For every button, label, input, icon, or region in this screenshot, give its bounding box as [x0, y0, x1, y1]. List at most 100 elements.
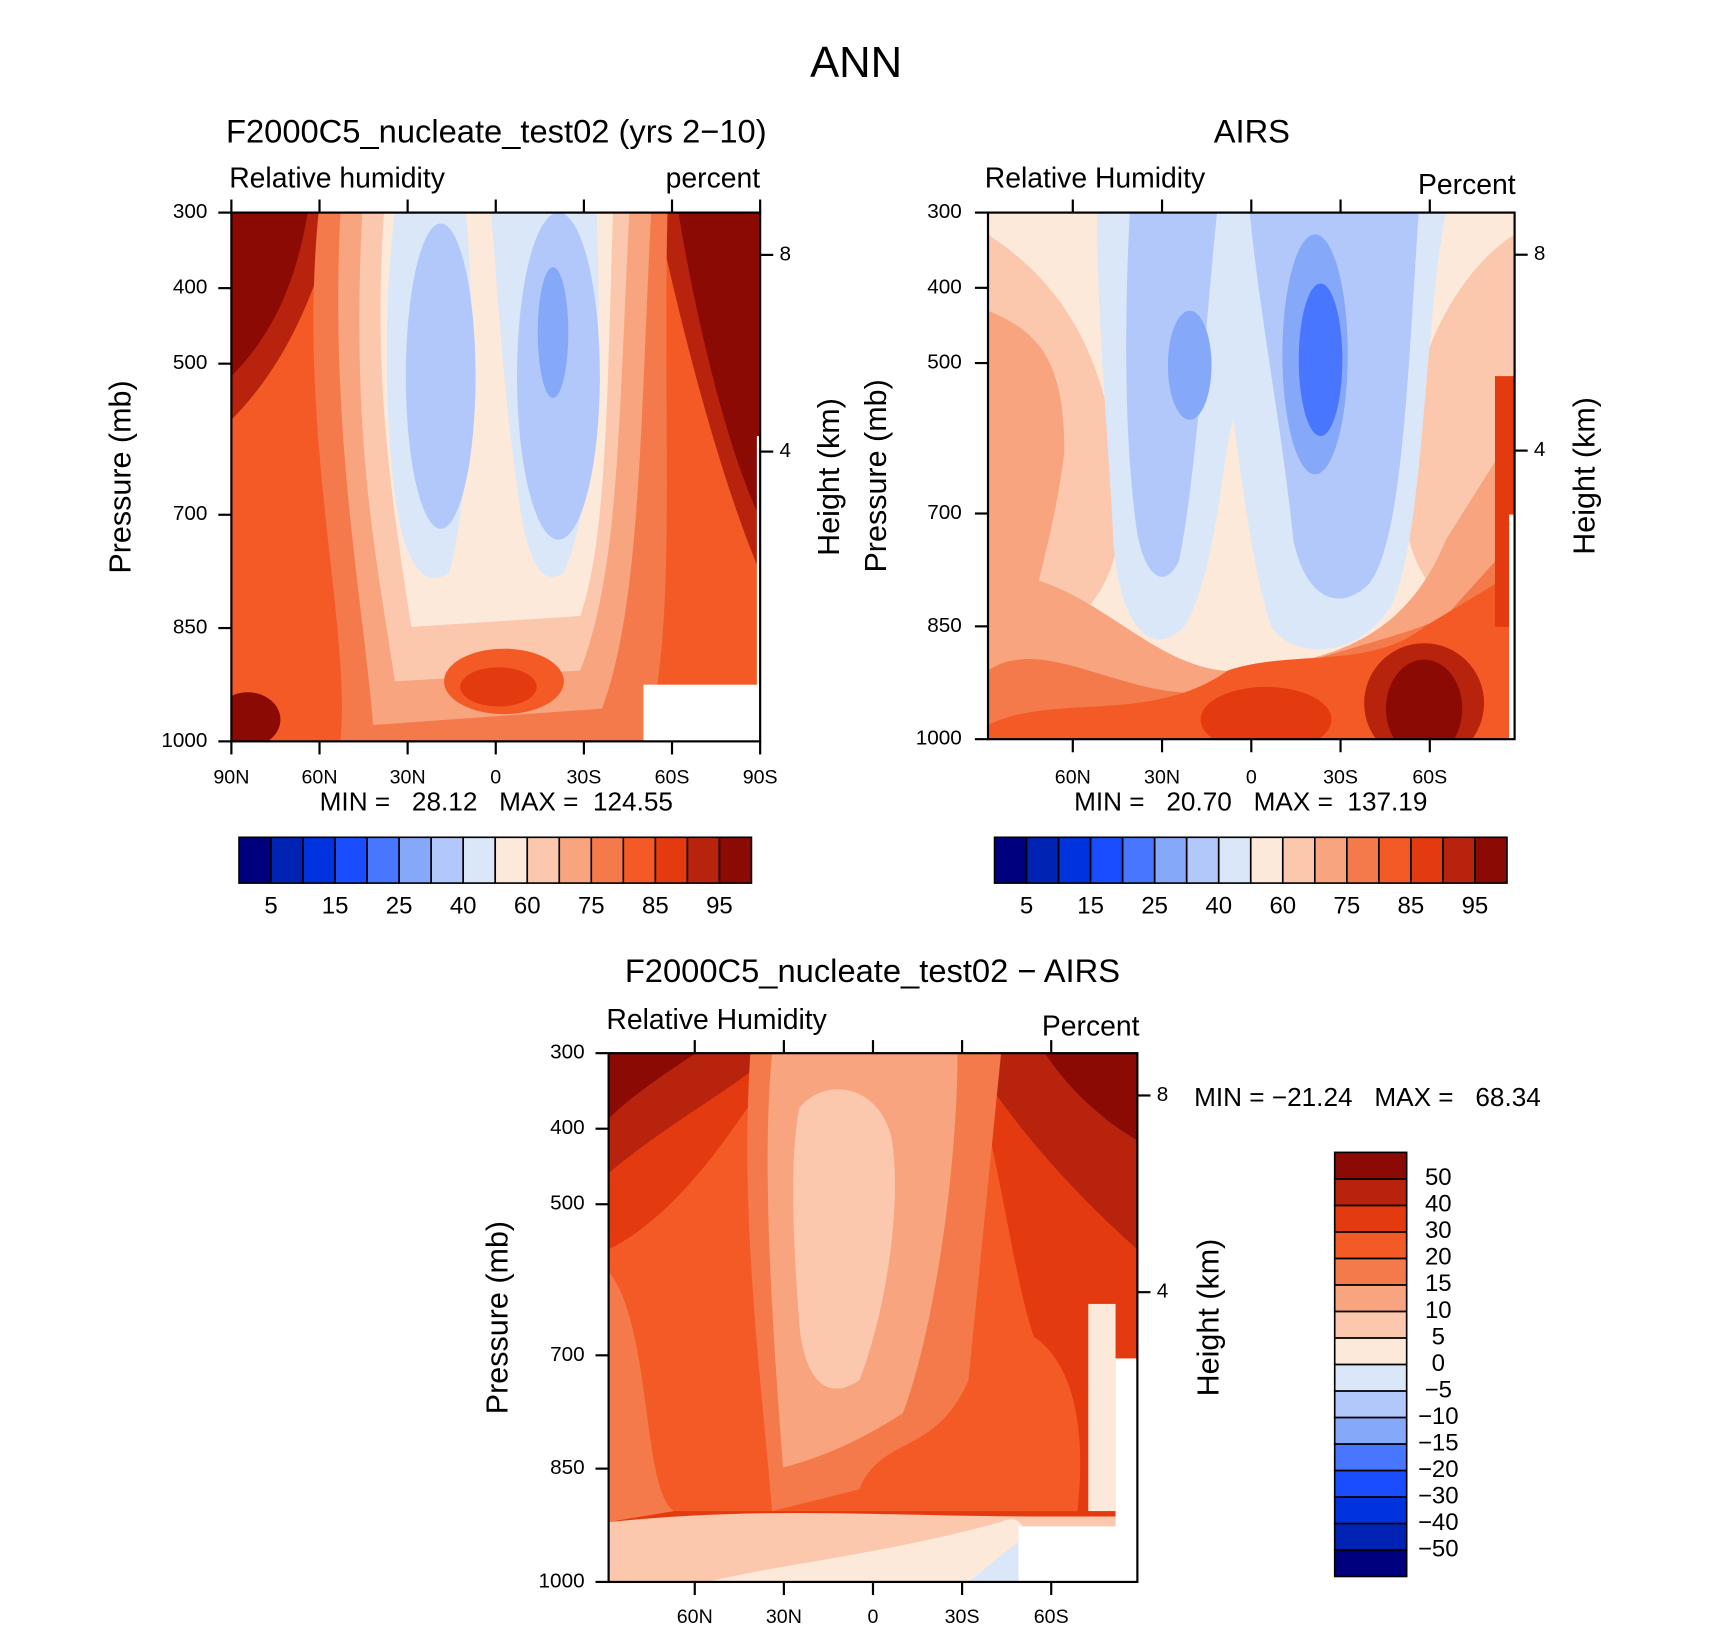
contour-field [988, 212, 1515, 740]
colorbar-cell [1121, 836, 1156, 884]
contour-fill [643, 684, 761, 742]
x-tick-label: 60S [655, 767, 690, 789]
colorbar-cell [1333, 1522, 1408, 1551]
colorbar-cell [1410, 836, 1444, 884]
page-title: ANN [810, 39, 902, 87]
x-tick-label: 0 [490, 767, 501, 789]
y-tick-label: 400 [173, 276, 208, 299]
colorbar-cell [398, 836, 432, 884]
contour-field [231, 212, 761, 742]
colorbar-cell [1333, 1443, 1408, 1472]
y-tick-label: 1000 [916, 727, 962, 750]
contour-fill [537, 267, 569, 398]
colorbar-cell [1281, 836, 1316, 884]
y-tick-label: 400 [927, 275, 962, 298]
x-tick-label: 90S [743, 767, 778, 789]
colorbar-label: −20 [1418, 1456, 1459, 1483]
colorbar-label: 5 [1432, 1323, 1445, 1350]
contour-fill [231, 212, 308, 377]
colorbar-cell [1153, 836, 1188, 884]
colorbar-cell [686, 836, 721, 884]
y-tick-label: 850 [173, 616, 208, 639]
contour-fill [1018, 1526, 1138, 1582]
x-tick-label: 30N [390, 767, 426, 789]
x-tick-label: 0 [1246, 767, 1257, 789]
x-tick-label: 30S [1323, 767, 1358, 789]
min-max: MIN = −21.24 MAX = 68.34 [1194, 1082, 1541, 1112]
colorbar-label: 15 [1425, 1270, 1452, 1297]
contour-fill [231, 692, 281, 742]
x-tick-label: 60S [1412, 767, 1447, 789]
colorbar-label: 60 [1269, 892, 1296, 919]
min-max: MIN = 20.70 MAX = 137.19 [1074, 786, 1427, 816]
x-tick-label: 30S [945, 1606, 980, 1628]
colorbar-cell [1333, 1337, 1408, 1366]
colorbar-label: 85 [642, 892, 669, 919]
colorbar-cell [1333, 1284, 1408, 1313]
y-tick-label: 500 [927, 351, 962, 374]
panel-title: AIRS [1214, 113, 1290, 150]
contour-fill [1509, 514, 1515, 740]
colorbar-cell [1333, 1178, 1408, 1207]
colorbar-cell [526, 836, 561, 884]
colorbar-cell [622, 836, 657, 884]
y-tick-label: 850 [550, 1456, 585, 1479]
colorbar-cell [334, 836, 368, 884]
contour-fill [968, 1532, 1034, 1582]
left-label: Relative humidity [229, 162, 446, 194]
right-label: Percent [1418, 169, 1516, 201]
colorbar-cell [1333, 1496, 1408, 1525]
contour-field [608, 1053, 1138, 1582]
y-axis-label: Pressure (mb) [859, 379, 893, 572]
x-tick-label: 60N [677, 1606, 713, 1628]
right-label: percent [666, 162, 761, 194]
colorbar-label: 5 [264, 892, 277, 919]
contour-fill [756, 436, 761, 687]
colorbar-cell [1313, 836, 1348, 884]
colorbar-label: 25 [386, 892, 413, 919]
y2-tick-label: 4 [779, 439, 791, 462]
y2-tick-label: 4 [1157, 1280, 1169, 1303]
colorbar-label: −40 [1418, 1509, 1459, 1536]
contour-fill [460, 667, 537, 707]
y2-tick-label: 4 [1534, 438, 1546, 461]
colorbar-cell [1089, 836, 1124, 884]
colorbar-cell [1474, 836, 1508, 884]
colorbar-label: −10 [1418, 1403, 1459, 1430]
colorbar-cell [1333, 1363, 1408, 1392]
colorbar-cell [1333, 1257, 1408, 1286]
y-tick-label: 400 [550, 1116, 585, 1139]
y-tick-label: 500 [173, 351, 208, 374]
right-label: Percent [1042, 1011, 1140, 1043]
colorbar-label: 95 [1462, 892, 1489, 919]
y-tick-label: 700 [927, 501, 962, 524]
colorbar-label: 60 [514, 892, 541, 919]
y-axis-label: Pressure (mb) [103, 380, 137, 573]
colorbar-cell [1333, 1151, 1408, 1180]
colorbar-label: −50 [1418, 1535, 1459, 1562]
colorbar-cell [1185, 836, 1220, 884]
colorbar-cell [270, 836, 304, 884]
colorbar-label: 25 [1141, 892, 1168, 919]
colorbar-label: 15 [322, 892, 349, 919]
contour-fill [608, 1271, 675, 1522]
y-axis-label: Pressure (mb) [481, 1221, 515, 1414]
contour-fill [1077, 1053, 1138, 1108]
colorbar-cell [654, 836, 689, 884]
x-tick-label: 90N [213, 767, 249, 789]
colorbar-cell [590, 836, 625, 884]
contour-fill [1385, 659, 1463, 740]
y-tick-label: 1000 [161, 729, 207, 752]
y-tick-label: 850 [927, 614, 962, 637]
contour-fill [1298, 283, 1343, 437]
colorbar-cell [1333, 1416, 1408, 1445]
y2-axis-label: Height (km) [1568, 397, 1602, 555]
colorbar-cell [1057, 836, 1092, 884]
y2-tick-label: 8 [1157, 1083, 1169, 1106]
contour-fill [678, 212, 761, 518]
colorbar-label: −15 [1418, 1429, 1459, 1456]
x-tick-label: 60N [1055, 767, 1091, 789]
colorbar-cell [1249, 836, 1284, 884]
colorbar-cell [1217, 836, 1252, 884]
